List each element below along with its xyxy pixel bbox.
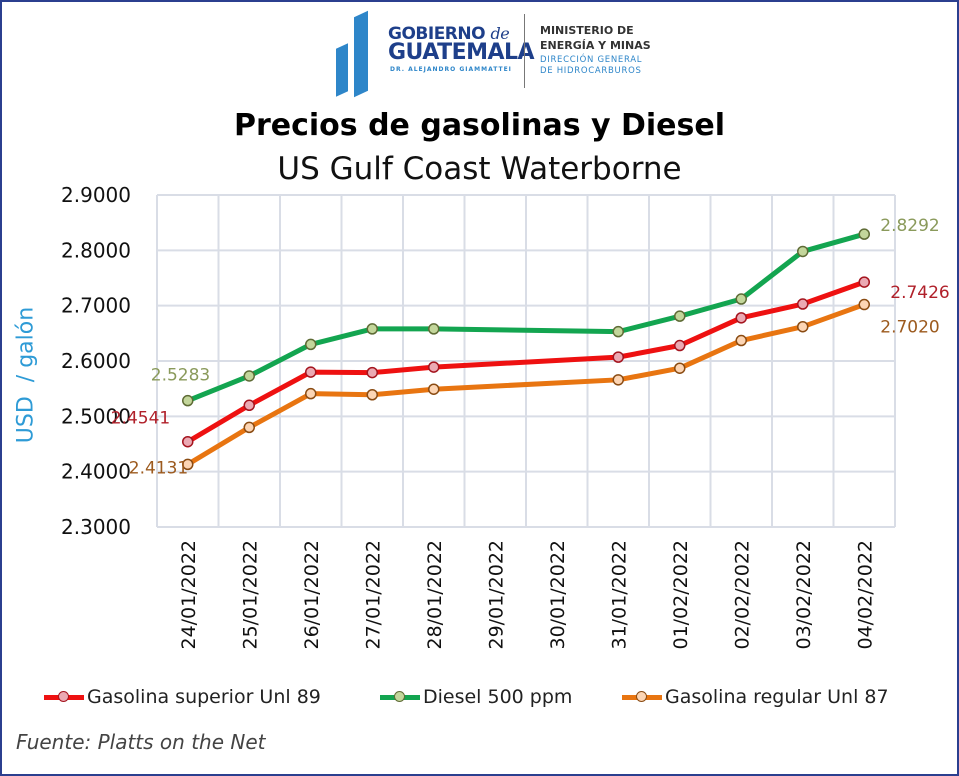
data-point: [366, 323, 378, 335]
data-label: 2.7426: [890, 283, 949, 303]
data-labels: 2.4541 2.7426 2.5283 2.8292 2.4131 2.7020: [111, 216, 950, 478]
legend-label: Diesel 500 ppm: [423, 686, 573, 708]
y-tick-labels: 2.9000 2.8000 2.7000 2.6000 2.5000 2.4000 2.30…: [61, 183, 131, 539]
y-tick-label: 2.6000: [61, 349, 131, 373]
data-label: 2.7020: [880, 318, 939, 338]
gov-name: GOBIERNO: [388, 24, 486, 44]
data-point: [243, 421, 255, 434]
data-label: 2.4541: [111, 409, 170, 429]
gov-line1: GOBIERNO de: [388, 24, 510, 44]
legend-swatch-icon: [44, 690, 84, 704]
data-point: [243, 399, 255, 412]
x-tick-label: 01/02/2022: [670, 540, 692, 650]
source-note: Fuente: Platts on the Net: [16, 730, 266, 754]
data-point: [305, 366, 317, 378]
x-tick-label: 02/02/2022: [731, 540, 753, 650]
y-tick-label: 2.4000: [61, 460, 131, 484]
ministry-line3: DIRECCIÓN GENERAL: [540, 55, 643, 65]
x-tick-label: 27/01/2022: [362, 540, 384, 650]
gov-line3: DR. ALEJANDRO GIAMMATTEI: [390, 66, 512, 73]
x-tick-label: 24/01/2022: [178, 540, 200, 650]
x-tick-label: 30/01/2022: [547, 540, 569, 650]
data-point: [366, 366, 378, 379]
data-point: [305, 338, 317, 351]
series-group: [182, 228, 870, 471]
data-point: [735, 293, 747, 305]
x-tick-label: 28/01/2022: [424, 540, 446, 650]
data-point: [735, 312, 747, 324]
x-tick-label: 25/01/2022: [239, 540, 261, 650]
data-point: [243, 370, 255, 382]
x-tick-label: 29/01/2022: [485, 540, 507, 650]
x-tick-label: 04/02/2022: [854, 540, 876, 650]
data-point: [797, 298, 809, 310]
data-point: [182, 394, 194, 407]
data-label: 2.5283: [151, 366, 210, 386]
data-point: [428, 383, 440, 395]
gov-line2: GUATEMALA: [388, 40, 535, 65]
data-point: [612, 374, 624, 386]
y-tick-label: 2.9000: [61, 183, 131, 207]
data-point: [797, 245, 809, 258]
legend-marker: [58, 691, 69, 702]
series-line: [186, 302, 866, 467]
gov-de: de: [490, 24, 510, 43]
legend: Gasolina superior Unl 89 Diesel 500 ppm Ga…: [0, 686, 959, 712]
legend-label: Gasolina superior Unl 89: [87, 686, 321, 708]
data-point: [428, 323, 440, 335]
legend-item: Gasolina regular Unl 87: [622, 686, 889, 708]
data-point: [305, 387, 317, 400]
data-point: [182, 458, 194, 471]
data-label: 2.8292: [880, 216, 939, 236]
data-label: 2.4131: [129, 458, 188, 478]
series-line: [186, 279, 866, 444]
y-tick-label: 2.5000: [61, 404, 131, 428]
logo-divider: [524, 14, 525, 88]
x-tick-labels: 24/01/2022 25/01/2022 26/01/2022 27/01/2022…: [178, 540, 877, 650]
data-point: [858, 276, 870, 288]
ministry-line2: ENERGÍA Y MINAS: [540, 39, 651, 52]
legend-marker: [636, 691, 647, 702]
ministry-line4: DE HIDROCARBUROS: [540, 66, 642, 76]
data-point: [797, 320, 809, 333]
data-point: [858, 298, 870, 311]
series-line: [186, 231, 865, 403]
data-point: [428, 361, 440, 373]
ministry-line1: MINISTERIO DE: [540, 24, 634, 37]
legend-item: Gasolina superior Unl 89: [44, 686, 321, 708]
legend-label: Gasolina regular Unl 87: [665, 686, 889, 708]
data-point: [182, 435, 194, 448]
x-tick-label: 03/02/2022: [793, 540, 815, 650]
legend-swatch-icon: [380, 690, 420, 704]
data-point: [674, 310, 686, 322]
x-tick-label: 31/01/2022: [608, 540, 630, 650]
chart-title: Precios de gasolinas y Diesel: [233, 108, 726, 143]
y-tick-label: 2.3000: [61, 515, 131, 539]
y-tick-label: 2.8000: [61, 238, 131, 262]
y-tick-label: 2.7000: [61, 294, 131, 318]
x-tick-label: 26/01/2022: [301, 540, 323, 650]
data-point: [366, 389, 378, 401]
data-point: [612, 351, 624, 363]
data-point: [674, 339, 686, 352]
data-point: [612, 325, 624, 338]
data-point: [735, 334, 747, 347]
legend-swatch-icon: [622, 690, 662, 704]
legend-item: Diesel 500 ppm: [380, 686, 572, 708]
chart-subtitle: US Gulf Coast Waterborne: [277, 151, 682, 187]
data-point: [674, 362, 686, 374]
data-point: [858, 228, 870, 240]
legend-marker: [394, 691, 405, 702]
